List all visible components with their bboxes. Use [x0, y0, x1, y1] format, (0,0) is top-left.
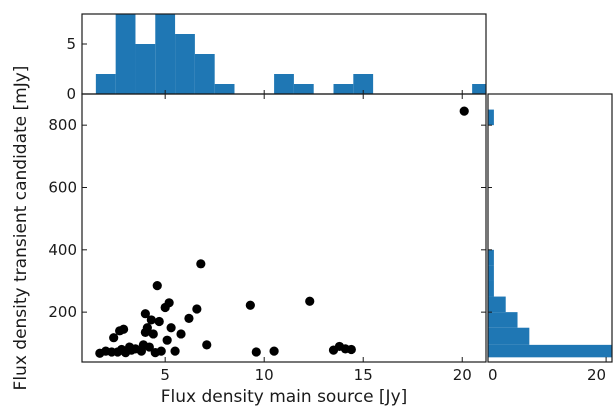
- right-x-tick-label: 0: [488, 366, 498, 384]
- data-point: [140, 309, 150, 319]
- data-point: [156, 346, 166, 356]
- top-histogram-bar: [194, 54, 215, 94]
- data-point: [144, 342, 154, 352]
- top-histogram-bar: [95, 74, 116, 94]
- x-axis-label: Flux density main source [Jy]: [161, 387, 408, 407]
- data-point: [154, 316, 164, 327]
- top-y-tick-label: 5: [66, 35, 76, 53]
- data-point: [176, 329, 186, 339]
- top-histogram-bar: [274, 74, 294, 94]
- x-tick-label: 15: [354, 366, 373, 384]
- data-point: [269, 346, 279, 356]
- data-point: [148, 329, 158, 339]
- data-point: [184, 313, 194, 323]
- y-tick-label: 200: [48, 303, 77, 321]
- right-histogram-frame: [487, 93, 613, 363]
- data-point: [305, 296, 315, 306]
- top-histogram-bar: [472, 84, 486, 94]
- right-histogram-bar: [488, 265, 494, 281]
- top-y-tick-label: 0: [66, 85, 76, 103]
- x-tick-label: 10: [255, 366, 274, 384]
- right-x-tick-label: 20: [587, 366, 606, 384]
- y-tick-label: 600: [48, 178, 77, 196]
- data-point: [245, 300, 255, 310]
- scatter-plot-frame: [81, 93, 487, 363]
- data-point: [142, 323, 152, 333]
- top-histogram-bar: [333, 84, 354, 94]
- top-histogram-bar: [155, 14, 176, 94]
- right-histogram-bar: [488, 249, 494, 266]
- data-point: [459, 106, 469, 116]
- data-point: [162, 335, 172, 345]
- top-histogram-bar: [293, 84, 314, 94]
- top-histogram-bar: [115, 14, 136, 94]
- right-histogram-bar: [488, 312, 518, 328]
- y-tick-label: 400: [48, 241, 77, 259]
- top-histogram-bar: [214, 84, 235, 94]
- y-tick-label: 800: [48, 116, 77, 134]
- y-axis-label: Flux density transient candidate [mJy]: [11, 66, 31, 391]
- data-point: [202, 340, 212, 350]
- data-point: [196, 259, 206, 269]
- data-point: [109, 333, 119, 343]
- top-histogram-bar: [353, 74, 374, 94]
- data-point: [251, 347, 261, 357]
- right-histogram-bar: [488, 296, 506, 313]
- right-histogram: 0 20: [487, 93, 613, 384]
- data-point: [346, 344, 356, 355]
- scatter-plot: 5 10 15 20 200 400 600 800: [48, 93, 487, 384]
- right-histogram-bar: [488, 109, 494, 126]
- top-histogram-bar: [135, 44, 156, 94]
- x-tick-label: 20: [453, 366, 472, 384]
- top-histogram: 05: [66, 13, 487, 103]
- right-histogram-bar: [488, 327, 530, 345]
- data-point: [166, 323, 176, 333]
- right-histogram-bar: [488, 344, 612, 358]
- data-point: [170, 346, 180, 356]
- data-point: [192, 304, 202, 314]
- data-point: [152, 281, 162, 291]
- x-tick-label: 5: [160, 366, 170, 384]
- top-histogram-bar: [175, 34, 195, 94]
- data-point: [118, 324, 129, 334]
- data-point: [146, 315, 156, 325]
- right-histogram-bar: [488, 280, 494, 297]
- data-point: [164, 298, 174, 308]
